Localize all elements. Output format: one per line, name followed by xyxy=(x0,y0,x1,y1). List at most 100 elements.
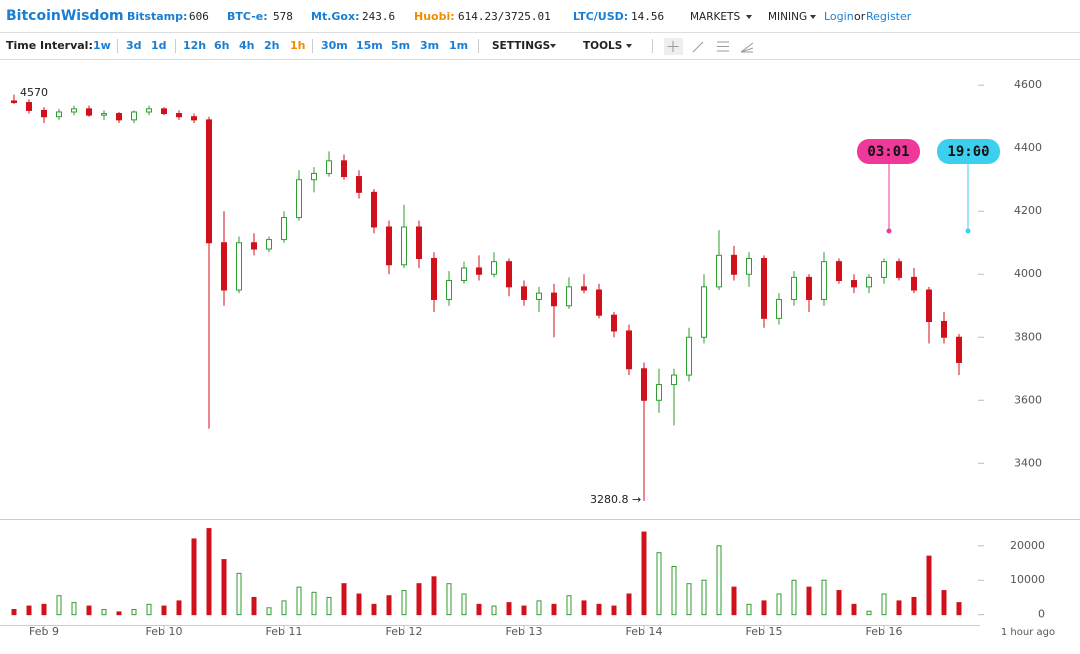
volume-bar xyxy=(941,590,947,616)
volume-bar xyxy=(611,605,617,616)
interval-button[interactable]: 3m xyxy=(420,39,439,52)
candle-body xyxy=(416,226,422,259)
dropdown-arrow xyxy=(626,44,632,48)
candle-body xyxy=(656,384,662,401)
interval-button[interactable]: 12h xyxy=(183,39,206,52)
volume-bar xyxy=(416,583,422,616)
interval-button[interactable]: 1d xyxy=(151,39,167,52)
candle-body xyxy=(836,261,842,282)
interval-button[interactable]: 1m xyxy=(449,39,468,52)
ticker-value: 614.23/3725.01 xyxy=(458,10,551,23)
y-tick-label: 4000 xyxy=(1014,267,1042,280)
volume-bar xyxy=(806,586,812,616)
y-tick-label: 3800 xyxy=(1014,330,1042,343)
volume-bar xyxy=(251,596,257,616)
candle-body xyxy=(461,267,467,282)
time-marker: 03:01 xyxy=(857,139,920,234)
ticker-label[interactable]: BTC-e: xyxy=(227,10,268,23)
interval-button[interactable]: 2h xyxy=(264,39,280,52)
candle-body xyxy=(221,242,227,291)
volume-bar xyxy=(26,605,32,616)
candle-body xyxy=(551,292,557,307)
volume-bar xyxy=(386,595,392,616)
interval-button[interactable]: 30m xyxy=(321,39,348,52)
volume-bar xyxy=(866,610,872,616)
candle-body xyxy=(506,261,512,288)
volume-bar xyxy=(491,605,497,616)
tools-menu[interactable]: TOOLS xyxy=(583,40,622,52)
interval-button[interactable]: 1h xyxy=(290,39,306,52)
dropdown-arrow xyxy=(550,44,556,48)
volume-bar xyxy=(686,583,692,616)
ticker-label[interactable]: Bitstamp: xyxy=(127,10,187,23)
candle-body xyxy=(101,113,107,116)
candle-body xyxy=(56,111,62,118)
candle-body xyxy=(896,261,902,278)
candle-body xyxy=(536,292,542,300)
nav-menu[interactable]: MINING xyxy=(768,11,807,23)
volume-bar xyxy=(551,603,557,616)
volume-bar xyxy=(656,552,662,616)
settings-menu[interactable]: SETTINGS xyxy=(492,40,550,52)
time-note: 1 hour ago xyxy=(1001,627,1055,638)
interval-button[interactable]: 5m xyxy=(391,39,410,52)
ticker-label[interactable]: Huobi: xyxy=(414,10,455,23)
volume-bar xyxy=(746,603,752,616)
marker-time: 19:00 xyxy=(947,144,989,160)
volume-bar xyxy=(356,593,362,616)
volume-bar xyxy=(431,576,437,616)
candle-body xyxy=(851,280,857,288)
candle-body xyxy=(371,191,377,228)
x-tick-label: Feb 13 xyxy=(506,625,543,638)
ticker-value: 578 xyxy=(273,10,293,23)
candle-body xyxy=(41,109,47,118)
interval-button[interactable]: 1w xyxy=(93,39,111,52)
volume-bar xyxy=(401,590,407,616)
nav-menu[interactable]: MARKETS xyxy=(690,11,740,23)
candle-body xyxy=(311,172,317,181)
dropdown-arrow xyxy=(810,15,816,19)
ticker-label[interactable]: Mt.Gox: xyxy=(311,10,359,23)
volume-bar xyxy=(641,531,647,616)
candle-body xyxy=(116,113,122,121)
high-annotation: 4570 xyxy=(20,86,48,99)
candle-body xyxy=(626,330,632,370)
candle-body xyxy=(176,113,182,118)
x-tick-label: Feb 9 xyxy=(29,625,59,638)
tool-icons[interactable] xyxy=(664,38,754,55)
x-tick-label: Feb 11 xyxy=(266,625,303,638)
candle-body xyxy=(476,267,482,275)
line-icon xyxy=(692,41,704,53)
candle-body xyxy=(761,257,767,319)
x-tick-label: Feb 16 xyxy=(866,625,903,638)
candle-body xyxy=(206,119,212,244)
interval-button[interactable]: 15m xyxy=(356,39,383,52)
x-tick-label: Feb 14 xyxy=(626,625,663,638)
dropdown-arrow xyxy=(746,15,752,19)
x-tick-label: Feb 10 xyxy=(146,625,183,638)
brand[interactable]: BitcoinWisdom xyxy=(6,8,124,24)
volume-bar xyxy=(266,607,272,616)
volume-bar xyxy=(131,609,137,616)
register-link[interactable]: Register xyxy=(866,10,912,23)
ticker-label[interactable]: LTC/USD: xyxy=(573,10,628,23)
volume-bar xyxy=(206,528,212,616)
volume-bar xyxy=(221,559,227,616)
y-tick-label: 4400 xyxy=(1014,141,1042,154)
login-link[interactable]: Login xyxy=(824,10,854,23)
interval-button[interactable]: 4h xyxy=(239,39,255,52)
volume-bar xyxy=(581,600,587,616)
volume-bar xyxy=(836,590,842,616)
volume-bar xyxy=(236,572,242,616)
low-annotation: 3280.8 → xyxy=(590,493,641,506)
candle-body xyxy=(566,286,572,307)
volume-bar xyxy=(521,605,527,616)
candle-body xyxy=(146,108,152,113)
candle-body xyxy=(356,176,362,193)
interval-button[interactable]: 6h xyxy=(214,39,230,52)
interval-button[interactable]: 3d xyxy=(126,39,142,52)
x-tick-label: Feb 12 xyxy=(386,625,423,638)
candle-body xyxy=(746,257,752,275)
or-text: or xyxy=(854,10,866,23)
